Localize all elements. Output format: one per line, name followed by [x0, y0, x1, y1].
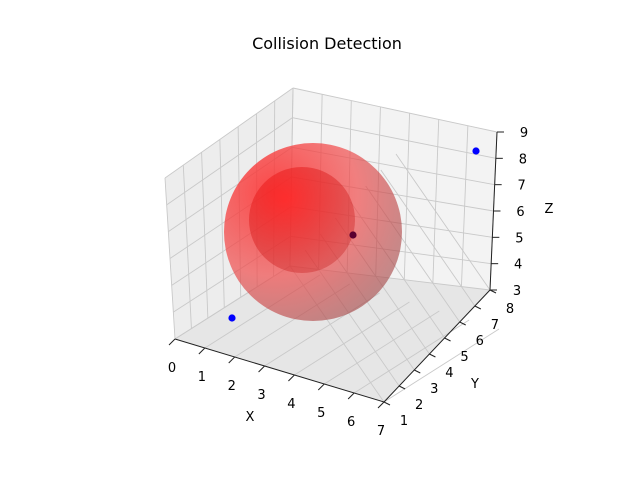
grid-line-x: [383, 328, 500, 403]
x-axis-line: [174, 338, 385, 403]
x-tick-label: 0: [168, 361, 176, 376]
grid-line-z-left: [164, 87, 294, 179]
x-tick-label: 4: [287, 397, 295, 412]
x-tick-mark: [168, 338, 176, 346]
x-tick-label: 5: [317, 406, 325, 421]
points-group: [228, 147, 480, 322]
y-tick-mark: [444, 337, 451, 342]
grid-line-y-floor: [380, 169, 476, 307]
y-tick-mark: [474, 305, 482, 310]
x-tick-label: 6: [347, 415, 355, 430]
x-axis-label: X: [246, 410, 255, 425]
x-tick-mark: [258, 365, 265, 373]
z-tick-label: 9: [520, 126, 528, 141]
z-tick-label: 8: [519, 152, 527, 167]
y-axis-label: Y: [470, 377, 479, 392]
z-tick-label: 3: [513, 284, 521, 299]
y-tick-label: 2: [415, 398, 423, 413]
y-tick-label: 4: [445, 366, 453, 381]
x-tick-mark: [317, 383, 325, 391]
y-tick-label: 3: [430, 382, 438, 397]
grid-line-z-right: [292, 117, 496, 159]
grid-line-z-left: [166, 117, 293, 206]
x-tick-label: 2: [228, 379, 236, 394]
collision-sphere: [224, 143, 402, 321]
z-tick-label: 7: [518, 179, 526, 194]
x-tick-label: 3: [257, 388, 265, 403]
grid-line-z-right: [292, 87, 498, 133]
grid-line-x-wall: [460, 125, 469, 287]
tick-marks: [168, 131, 504, 409]
y-tick-label: 5: [460, 350, 468, 365]
grid-line-x: [294, 301, 410, 376]
grid-line-x: [324, 310, 440, 385]
y-tick-label: 8: [506, 302, 514, 317]
x-tick-mark: [288, 374, 295, 382]
z-tick-label: 4: [514, 258, 522, 273]
x-tick-mark: [198, 347, 206, 355]
x-tick-label: 7: [377, 424, 385, 439]
x-tick-label: 1: [198, 370, 206, 385]
scatter-point: [472, 147, 480, 155]
pane-floor: [175, 266, 490, 402]
grid-line-x-wall: [403, 113, 411, 280]
y-tick-mark: [429, 353, 436, 358]
grid-line-y-floor: [395, 153, 491, 291]
y-tick-mark: [398, 385, 406, 390]
y-tick-label: 7: [491, 318, 499, 333]
scatter-point: [228, 314, 236, 322]
x-tick-mark: [347, 392, 355, 400]
z-axis-label: Z: [545, 202, 554, 217]
y-tick-mark: [383, 401, 391, 406]
y-tick-label: 6: [476, 334, 484, 349]
chart-title: Collision Detection: [252, 34, 402, 53]
y-tick-label: 1: [400, 414, 408, 429]
z-tick-label: 6: [516, 205, 524, 220]
y-axis-line: [383, 289, 491, 403]
sphere-front-highlight: [249, 167, 355, 273]
x-tick-mark: [228, 356, 236, 364]
z-tick-label: 5: [515, 231, 523, 246]
y-tick-mark: [459, 321, 466, 326]
grid-line-x-wall: [432, 119, 440, 284]
x-tick-mark: [377, 401, 385, 409]
y-tick-mark: [414, 369, 421, 374]
scatter-point: [349, 231, 357, 239]
